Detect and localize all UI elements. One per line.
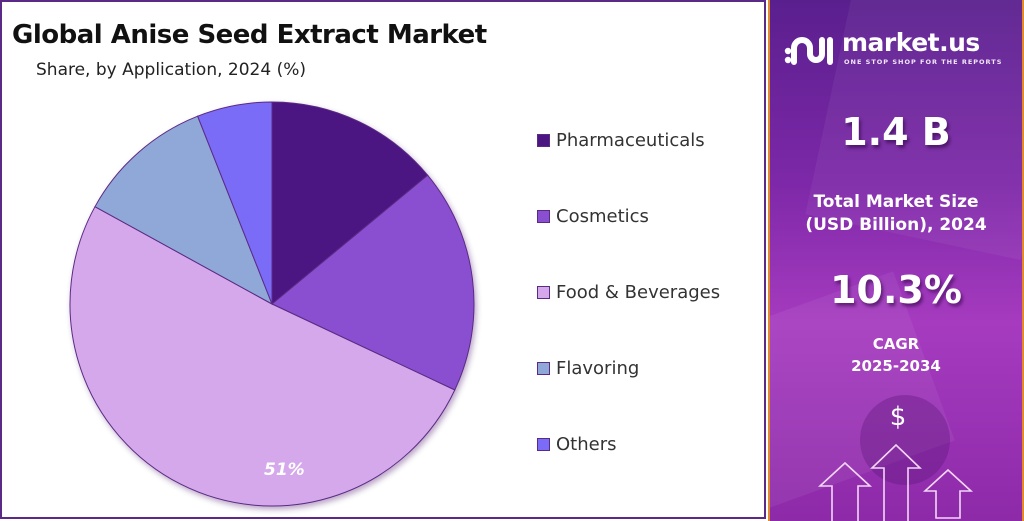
cagr-label-line1: CAGR [872,335,920,353]
market-size-label-line1: Total Market Size [813,192,979,212]
pie-slice-food-beverages [69,206,456,507]
pie-slice-others [196,101,273,305]
market-size-label-line2: (USD Billion), 2024 [805,215,987,235]
cagr-label: CAGR 2025-2034 [770,333,1022,377]
legend-label: Pharmaceuticals [556,129,705,151]
legend-swatch [537,209,550,223]
legend-swatch [537,285,550,299]
up-arrows-icon [817,443,974,521]
brand-tagline: ONE STOP SHOP FOR THE REPORTS [844,58,1003,66]
background-coin [860,395,950,485]
legend-label: Flavoring [556,357,640,379]
legend-swatch [537,361,550,375]
brand-name: market.us [842,28,980,57]
legend-swatch [537,437,550,451]
pie-slice-pharmaceuticals [271,101,429,306]
legend-swatch [537,133,550,147]
chart-title: Global Anise Seed Extract Market [12,20,487,50]
market-us-logo-icon [784,37,833,65]
growth-arrows-icon: $ [770,400,1022,521]
cagr-label-line2: 2025-2034 [851,357,941,375]
legend-label: Cosmetics [556,205,649,227]
summary-panel: market.us ONE STOP SHOP FOR THE REPORTS … [768,0,1024,521]
pie-chart-svg [69,101,475,507]
legend-label: Others [556,433,617,455]
legend-item-cosmetics: Cosmetics [537,202,720,230]
legend-item-flavoring: Flavoring [537,354,720,382]
brand-logo: market.us ONE STOP SHOP FOR THE REPORTS [784,28,1014,70]
legend-item-food-beverages: Food & Beverages [537,278,720,306]
pie-chart: 51% [66,98,478,510]
pie-slice-flavoring [94,115,273,306]
chart-legend: Pharmaceuticals Cosmetics Food & Beverag… [537,126,720,458]
pie-data-label-food-beverages: 51% [264,460,305,480]
dollar-icon: $ [889,402,907,432]
pie-slice-cosmetics [271,174,475,391]
legend-item-pharmaceuticals: Pharmaceuticals [537,126,720,154]
market-size-label: Total Market Size (USD Billion), 2024 [770,191,1022,237]
legend-item-others: Others [537,430,720,458]
legend-label: Food & Beverages [556,281,721,303]
chart-panel: Global Anise Seed Extract Market Share, … [0,0,766,519]
cagr-value: 10.3% [830,268,962,312]
market-size-value: 1.4 B [841,110,951,154]
chart-subtitle: Share, by Application, 2024 (%) [36,60,306,80]
